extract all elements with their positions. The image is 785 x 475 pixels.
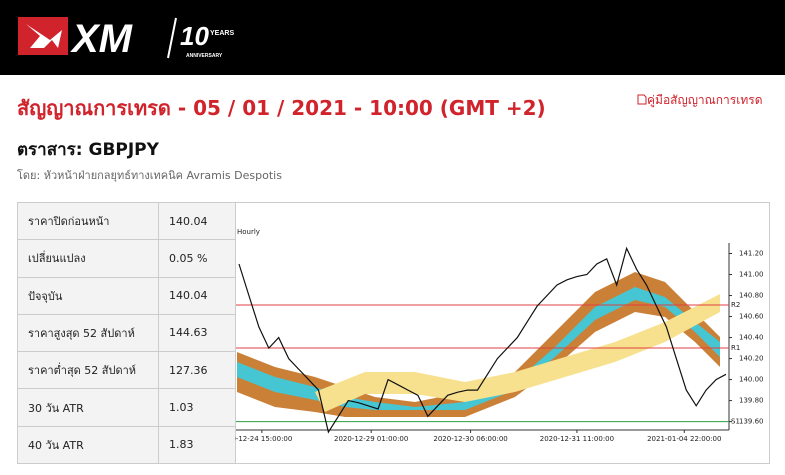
table-row: เปลี่ยนแปลง 0.05 % [17, 239, 236, 278]
bands [237, 272, 720, 417]
stat-label: เปลี่ยนแปลง [17, 239, 159, 278]
chart-title: Hourly [237, 228, 260, 236]
y-tick-label: 140.00 [739, 376, 764, 384]
table-row: ราคาต่ำสุด 52 สัปดาห์ 127.36 [17, 351, 236, 390]
y-tick-label: 140.80 [739, 292, 764, 300]
logo-10: 10 [180, 21, 209, 51]
price-line [238, 246, 727, 434]
stat-label: 40 วัน ATR [17, 425, 159, 465]
stat-value: 0.05 % [158, 239, 236, 278]
logo-bull [26, 24, 62, 48]
stat-label: ราคาต่ำสุด 52 สัปดาห์ [17, 351, 159, 390]
stat-value: 140.04 [158, 276, 236, 315]
y-tick-label: 139.60 [739, 418, 764, 426]
stat-label: ปัจจุบัน [17, 276, 159, 315]
stat-value: 140.04 [158, 201, 236, 241]
stat-label: ราคาปิดก่อนหน้า [17, 201, 159, 241]
guide-link[interactable]: คู่มือสัญญาณการเทรด [637, 91, 763, 110]
x-tick-label: 2020-12-30 06:00:00 [433, 435, 507, 443]
stat-label: 30 วัน ATR [17, 388, 159, 427]
stat-label: ราคาสูงสุด 52 สัปดาห์ [17, 313, 159, 353]
logo-anniversary: ANNIVERSARY [186, 53, 223, 59]
level-label: R2 [731, 301, 740, 309]
guide-text[interactable]: คู่มือสัญญาณการเทรด [647, 93, 763, 107]
table-row: ปัจจุบัน 140.04 [17, 276, 236, 315]
x-tick-label: 2021-01-04 22:00:00 [647, 435, 721, 443]
y-tick-label: 139.80 [739, 397, 764, 405]
x-tick-label: 0-12-24 15:00:00 [235, 435, 292, 443]
stats-table: ราคาปิดก่อนหน้า 140.04 เปลี่ยนแปลง 0.05 % ปั… [17, 201, 236, 465]
y-tick-label: 140.40 [739, 334, 764, 342]
y-tick-label: 140.60 [739, 313, 764, 321]
table-row: 40 วัน ATR 1.83 [17, 425, 236, 465]
logo-years: YEARS [210, 30, 234, 37]
page-title: สัญญาณการเทรด - 05 / 01 / 2021 - 10:00 (… [17, 96, 546, 120]
level-label: S1 [731, 418, 740, 426]
header: XM 10 YEARS ANNIVERSARY [0, 0, 785, 75]
x-tick-label: 2020-12-31 11:00:00 [540, 435, 614, 443]
table-row: ราคาสูงสุด 52 สัปดาห์ 144.63 [17, 313, 236, 353]
table-row: 30 วัน ATR 1.03 [17, 388, 236, 427]
stat-value: 1.03 [158, 388, 236, 427]
stat-value: 1.83 [158, 425, 236, 465]
y-tick-label: 141.20 [739, 250, 764, 258]
yellow-band [315, 294, 720, 412]
x-tick-label: 2020-12-29 01:00:00 [334, 435, 408, 443]
level-label: R1 [731, 344, 740, 352]
y-tick-label: 141.00 [739, 271, 764, 279]
stat-value: 144.63 [158, 313, 236, 353]
author: โดย: หัวหน้าฝ่ายกลยุทธ์ทางเทคนิค Avramis… [17, 169, 282, 182]
pdf-icon [637, 94, 647, 105]
chart: Hourly 139.60 139.80 140.00 140.20 140.40 140.… [235, 202, 770, 464]
y-tick-label: 140.20 [739, 355, 764, 363]
inner-band [237, 287, 720, 410]
logo-text: XM [70, 17, 134, 61]
instrument: ตราสาร: GBPJPY [17, 140, 159, 160]
logo-divider [167, 17, 177, 59]
table-row: ราคาปิดก่อนหน้า 140.04 [17, 201, 236, 241]
stat-value: 127.36 [158, 351, 236, 390]
